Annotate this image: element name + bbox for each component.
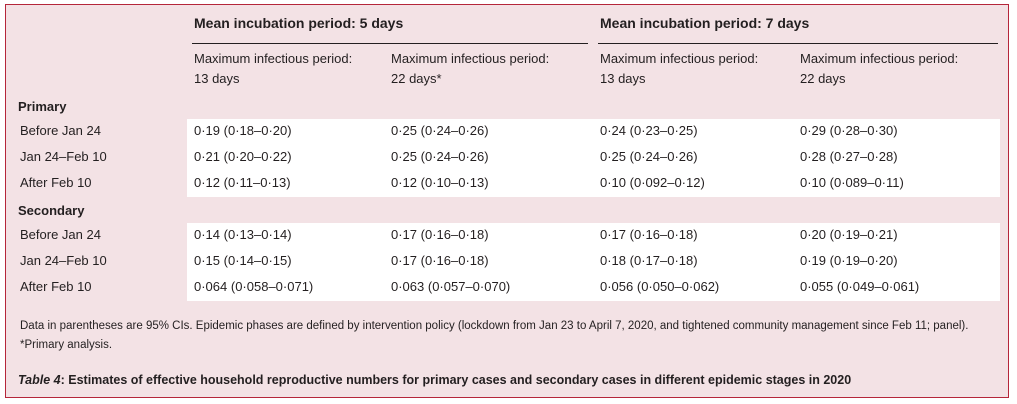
table-row: Jan 24–Feb 10 0·21 (0·20–0·22) 0·25 (0·2… [6,145,1008,171]
table-cell: 0·10 (0·092–0·12) [600,175,705,190]
column-header-1-line1: Maximum infectious period: [194,51,353,66]
table-cell: 0·055 (0·049–0·061) [800,279,920,294]
table-cell: 0·21 (0·20–0·22) [194,149,292,164]
table-cell: 0·18 (0·17–0·18) [600,253,698,268]
table-cell: 0·12 (0·10–0·13) [391,175,489,190]
row-label: Jan 24–Feb 10 [20,253,107,268]
column-header-2: Maximum infectious period: 22 days* [391,49,549,89]
table-footnote: Data in parentheses are 95% CIs. Epidemi… [20,320,969,351]
table-cell: 0·15 (0·14–0·15) [194,253,292,268]
column-header-2-line2: 22 days* [391,71,442,86]
column-header-1-line2: 13 days [194,71,240,86]
section-label-secondary: Secondary [18,203,85,218]
table-row: Before Jan 24 0·19 (0·18–0·20) 0·25 (0·2… [6,119,1008,145]
table-cell: 0·12 (0·11–0·13) [194,175,291,190]
section-label-primary: Primary [18,99,67,114]
table-row: Before Jan 24 0·14 (0·13–0·14) 0·17 (0·1… [6,223,1008,249]
column-header-4: Maximum infectious period: 22 days [800,49,958,89]
row-band-secondary [187,223,1000,301]
column-header-4-line2: 22 days [800,71,846,86]
row-label: After Feb 10 [20,175,92,190]
row-label: After Feb 10 [20,279,92,294]
row-label: Jan 24–Feb 10 [20,149,107,164]
table-cell: 0·25 (0·24–0·26) [391,123,489,138]
table-caption-text: : Estimates of effective household repro… [60,373,852,387]
table-cell: 0·17 (0·16–0·18) [391,227,489,242]
group-rule-5 [192,43,588,44]
table-cell: 0·056 (0·050–0·062) [600,279,720,294]
group-rule-7 [598,43,998,44]
table-cell: 0·25 (0·24–0·26) [600,149,698,164]
table-row: After Feb 10 0·12 (0·11–0·13) 0·12 (0·10… [6,171,1008,197]
column-header-2-line1: Maximum infectious period: [391,51,550,66]
row-label: Before Jan 24 [20,123,101,138]
column-header-4-line1: Maximum infectious period: [800,51,959,66]
table-caption-label: Table 4 [18,373,61,387]
group-header-incubation-5: Mean incubation period: 5 days [194,15,404,31]
table-cell: 0·17 (0·16–0·18) [391,253,489,268]
table-cell: 0·17 (0·16–0·18) [600,227,698,242]
table-row: Jan 24–Feb 10 0·15 (0·14–0·15) 0·17 (0·1… [6,249,1008,275]
row-label: Before Jan 24 [20,227,101,242]
table-cell: 0·24 (0·23–0·25) [600,123,698,138]
column-header-3: Maximum infectious period: 13 days [600,49,758,89]
row-band-primary [187,119,1000,197]
table-row: After Feb 10 0·064 (0·058–0·071) 0·063 (… [6,275,1008,301]
table-cell: 0·10 (0·089–0·11) [800,175,904,190]
group-header-incubation-7: Mean incubation period: 7 days [600,15,810,31]
table-cell: 0·25 (0·24–0·26) [391,149,489,164]
table-cell: 0·14 (0·13–0·14) [194,227,292,242]
table-cell: 0·20 (0·19–0·21) [800,227,898,242]
column-header-1: Maximum infectious period: 13 days [194,49,352,89]
table-cell: 0·19 (0·19–0·20) [800,253,898,268]
table-cell: 0·29 (0·28–0·30) [800,123,898,138]
table-cell: 0·063 (0·057–0·070) [391,279,511,294]
table-cell: 0·064 (0·058–0·071) [194,279,314,294]
table-caption: Table 4: Estimates of effective househol… [18,373,851,387]
table-frame: Mean incubation period: 5 days Mean incu… [5,4,1009,398]
table-cell: 0·19 (0·18–0·20) [194,123,292,138]
column-header-3-line2: 13 days [600,71,646,86]
table-cell: 0·28 (0·27–0·28) [800,149,898,164]
column-header-3-line1: Maximum infectious period: [600,51,759,66]
